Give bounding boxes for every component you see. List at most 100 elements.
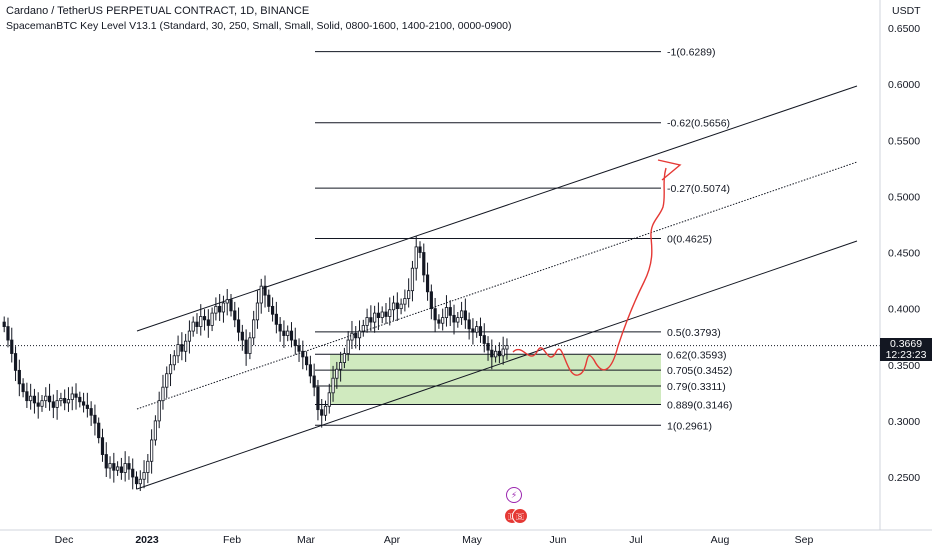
candle-body xyxy=(486,343,490,351)
candle-body xyxy=(399,303,403,310)
candle-body xyxy=(36,402,40,407)
current-price: 0.3669 xyxy=(889,338,923,350)
candle xyxy=(444,295,449,327)
candle-body xyxy=(471,328,475,333)
candle-body xyxy=(180,344,184,352)
candle xyxy=(214,297,218,321)
discount-zone-layer xyxy=(330,354,661,405)
candle xyxy=(350,320,354,350)
candle-body xyxy=(391,302,396,311)
candle xyxy=(59,392,63,407)
candle xyxy=(134,471,139,490)
candle-body xyxy=(202,316,207,321)
candle xyxy=(308,355,312,384)
candle-body xyxy=(138,478,142,485)
x-tick-label: 2023 xyxy=(135,534,159,546)
candle xyxy=(119,457,123,480)
candle xyxy=(320,398,324,428)
candle xyxy=(21,378,25,398)
candle xyxy=(10,327,14,363)
candle xyxy=(475,320,479,338)
candle xyxy=(131,458,135,490)
candle-body xyxy=(206,319,210,326)
candle-body xyxy=(308,364,312,377)
projection-arrowhead xyxy=(657,159,682,181)
candle-body xyxy=(225,299,229,304)
candle-body xyxy=(2,321,6,327)
projection-layer xyxy=(512,159,682,376)
candle xyxy=(202,309,207,331)
candle-body xyxy=(240,331,244,341)
candle-body xyxy=(150,439,154,462)
candle xyxy=(365,308,369,333)
y-tick-label: 0.5000 xyxy=(888,191,920,203)
candle-body xyxy=(32,395,37,404)
candle-body xyxy=(395,302,399,310)
candle-body xyxy=(286,330,290,336)
candle xyxy=(36,392,40,419)
us-flag-event-icon-2[interactable]: 🇸 xyxy=(512,508,528,524)
candle xyxy=(63,389,67,411)
candle xyxy=(407,278,411,308)
candle xyxy=(486,336,490,361)
x-tick-label: Mar xyxy=(297,534,316,546)
y-tick-label: 0.5500 xyxy=(888,135,920,147)
candle xyxy=(89,401,93,426)
candle xyxy=(255,290,260,329)
candle xyxy=(51,394,55,419)
x-tick-label: Dec xyxy=(55,534,74,546)
channel-layer xyxy=(136,85,858,490)
fib-label: 0.79(0.3311) xyxy=(667,381,726,393)
candle xyxy=(395,292,399,321)
candle xyxy=(369,305,373,332)
candle-body xyxy=(278,323,282,332)
candle xyxy=(240,324,244,351)
candle-body xyxy=(66,399,71,404)
candle xyxy=(286,325,290,342)
candle xyxy=(448,300,452,327)
candle-body xyxy=(10,339,14,354)
x-tick-label: May xyxy=(462,534,483,546)
candle-body xyxy=(475,326,479,333)
candle xyxy=(304,351,309,371)
candle-body xyxy=(282,330,286,336)
candle-body xyxy=(187,330,192,342)
symbol-title[interactable]: Cardano / TetherUS PERPETUAL CONTRACT, 1… xyxy=(6,5,310,17)
candle-body xyxy=(459,310,464,319)
candle xyxy=(380,306,384,324)
candle-body xyxy=(297,345,301,352)
candle xyxy=(482,323,486,353)
candle xyxy=(78,391,82,408)
candle xyxy=(184,333,188,362)
candle xyxy=(150,429,154,474)
candle-body xyxy=(346,339,350,354)
candle xyxy=(206,309,210,338)
candle xyxy=(225,288,229,316)
candle-body xyxy=(248,337,252,354)
candle-body xyxy=(505,345,509,350)
candle-body xyxy=(327,392,331,407)
candle xyxy=(490,339,494,370)
candle-body xyxy=(142,472,146,480)
candle xyxy=(505,338,509,360)
candle-body xyxy=(134,476,139,485)
candle-body xyxy=(191,321,195,332)
indicator-label[interactable]: SpacemanBTC Key Level V13.1 (Standard, 3… xyxy=(6,20,512,32)
candle-body xyxy=(218,305,222,313)
candle xyxy=(165,366,169,398)
candle-body xyxy=(463,310,467,321)
lightning-icon[interactable]: ⚡ xyxy=(506,487,522,503)
candle-body xyxy=(119,466,123,473)
candle xyxy=(108,456,112,479)
candle xyxy=(55,390,59,420)
candle-body xyxy=(467,319,471,330)
candle-body xyxy=(301,350,305,358)
candle xyxy=(399,298,403,315)
candle xyxy=(29,383,33,410)
candle-body xyxy=(259,285,263,304)
candle xyxy=(357,320,362,351)
candle-body xyxy=(437,319,441,324)
y-tick-label: 0.6500 xyxy=(888,23,920,35)
